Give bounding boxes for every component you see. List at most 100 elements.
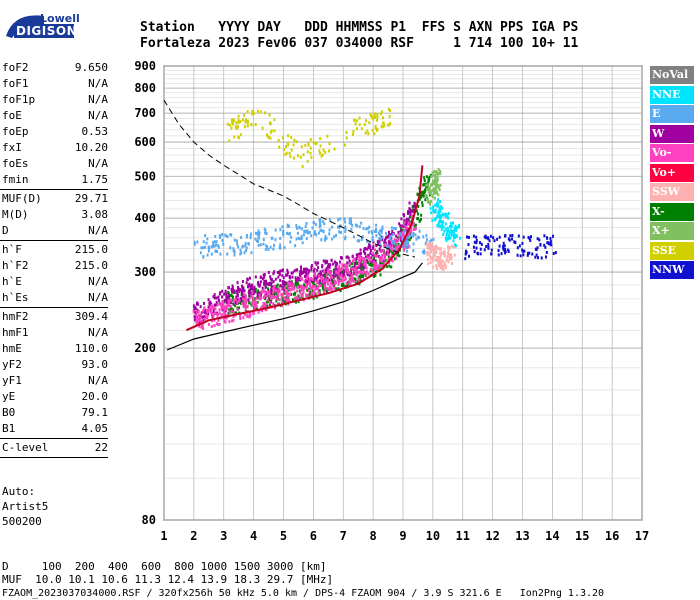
- echo-point: [370, 229, 373, 233]
- echo-point: [334, 274, 337, 278]
- echo-point: [389, 235, 392, 239]
- echo-point: [278, 145, 281, 149]
- echo-point: [270, 284, 273, 288]
- echo-point: [244, 120, 247, 124]
- echo-point: [224, 320, 227, 324]
- echo-point: [362, 249, 365, 253]
- echo-point: [493, 239, 496, 243]
- echo-point: [277, 293, 280, 297]
- echo-point: [322, 274, 325, 278]
- echo-point: [287, 292, 290, 296]
- echo-point: [384, 258, 387, 262]
- echo-point: [439, 183, 442, 187]
- echo-point: [353, 267, 356, 271]
- echo-point: [410, 216, 413, 220]
- echo-point: [203, 306, 206, 310]
- echo-point: [319, 144, 322, 148]
- echo-point: [357, 265, 360, 269]
- echo-point: [323, 237, 326, 241]
- echo-point: [380, 125, 383, 129]
- echo-point: [326, 276, 329, 280]
- echo-point: [245, 233, 248, 237]
- echo-point: [407, 217, 410, 221]
- echo-point: [331, 276, 334, 280]
- echo-point: [408, 219, 411, 223]
- echo-point: [359, 252, 362, 256]
- echo-point: [200, 325, 203, 329]
- echo-point: [251, 112, 254, 116]
- echo-point: [284, 289, 287, 293]
- echo-point: [402, 243, 405, 247]
- echo-point: [434, 181, 437, 185]
- echo-point: [281, 225, 284, 229]
- echo-point: [398, 222, 401, 226]
- echo-point: [231, 284, 234, 288]
- echo-point: [308, 230, 311, 234]
- echo-point: [523, 249, 526, 253]
- echo-point: [417, 204, 420, 208]
- echo-point: [242, 295, 245, 299]
- param-separator: [0, 438, 108, 439]
- echo-point: [353, 119, 356, 123]
- echo-point: [264, 297, 267, 301]
- echo-point: [332, 275, 335, 279]
- echo-point: [411, 208, 414, 212]
- echo-point: [202, 240, 205, 244]
- echo-point: [226, 235, 229, 239]
- echo-point: [339, 256, 342, 260]
- echo-point: [370, 115, 373, 119]
- echo-point: [292, 282, 295, 286]
- echo-point: [425, 241, 428, 245]
- echo-point: [303, 268, 306, 272]
- echo-point: [356, 239, 359, 243]
- echo-point: [211, 244, 214, 248]
- echo-point: [249, 235, 252, 239]
- echo-point: [390, 243, 393, 247]
- echo-point: [339, 217, 342, 221]
- echo-point: [445, 265, 448, 269]
- echo-point: [404, 245, 407, 249]
- echo-point: [485, 244, 488, 248]
- echo-point: [337, 225, 340, 229]
- y-tick-label: 600: [134, 135, 156, 149]
- echo-point: [218, 292, 221, 296]
- echo-point: [337, 287, 340, 291]
- echo-point: [279, 284, 282, 288]
- echo-point: [421, 250, 424, 254]
- echo-point: [258, 293, 261, 297]
- echo-point: [337, 266, 340, 270]
- echo-point: [243, 289, 246, 293]
- echo-point: [302, 270, 305, 274]
- echo-point: [256, 232, 259, 236]
- echo-point: [441, 221, 444, 225]
- echo-point: [369, 112, 372, 116]
- echo-point: [351, 223, 354, 227]
- echo-point: [326, 134, 329, 138]
- echo-point: [450, 232, 453, 236]
- echo-point: [437, 186, 440, 190]
- echo-point: [380, 249, 383, 253]
- echo-point: [313, 221, 316, 225]
- echo-point: [543, 243, 546, 247]
- echo-point: [343, 272, 346, 276]
- echo-point: [313, 275, 316, 279]
- echo-point: [225, 293, 228, 297]
- echo-point: [313, 267, 316, 271]
- echo-point: [280, 287, 283, 291]
- echo-point: [204, 234, 207, 238]
- echo-point: [434, 210, 437, 214]
- echo-point: [243, 293, 246, 297]
- echo-point: [221, 308, 224, 312]
- echo-point: [232, 295, 235, 299]
- echo-point: [274, 238, 277, 242]
- echo-point: [293, 138, 296, 142]
- echo-point: [333, 235, 336, 239]
- echo-point: [372, 251, 375, 255]
- echo-point: [194, 311, 197, 315]
- echo-point: [289, 276, 292, 280]
- echo-point: [437, 198, 440, 202]
- echo-point: [504, 247, 507, 251]
- echo-point: [215, 322, 218, 326]
- echo-point: [539, 242, 542, 246]
- echo-point: [230, 301, 233, 305]
